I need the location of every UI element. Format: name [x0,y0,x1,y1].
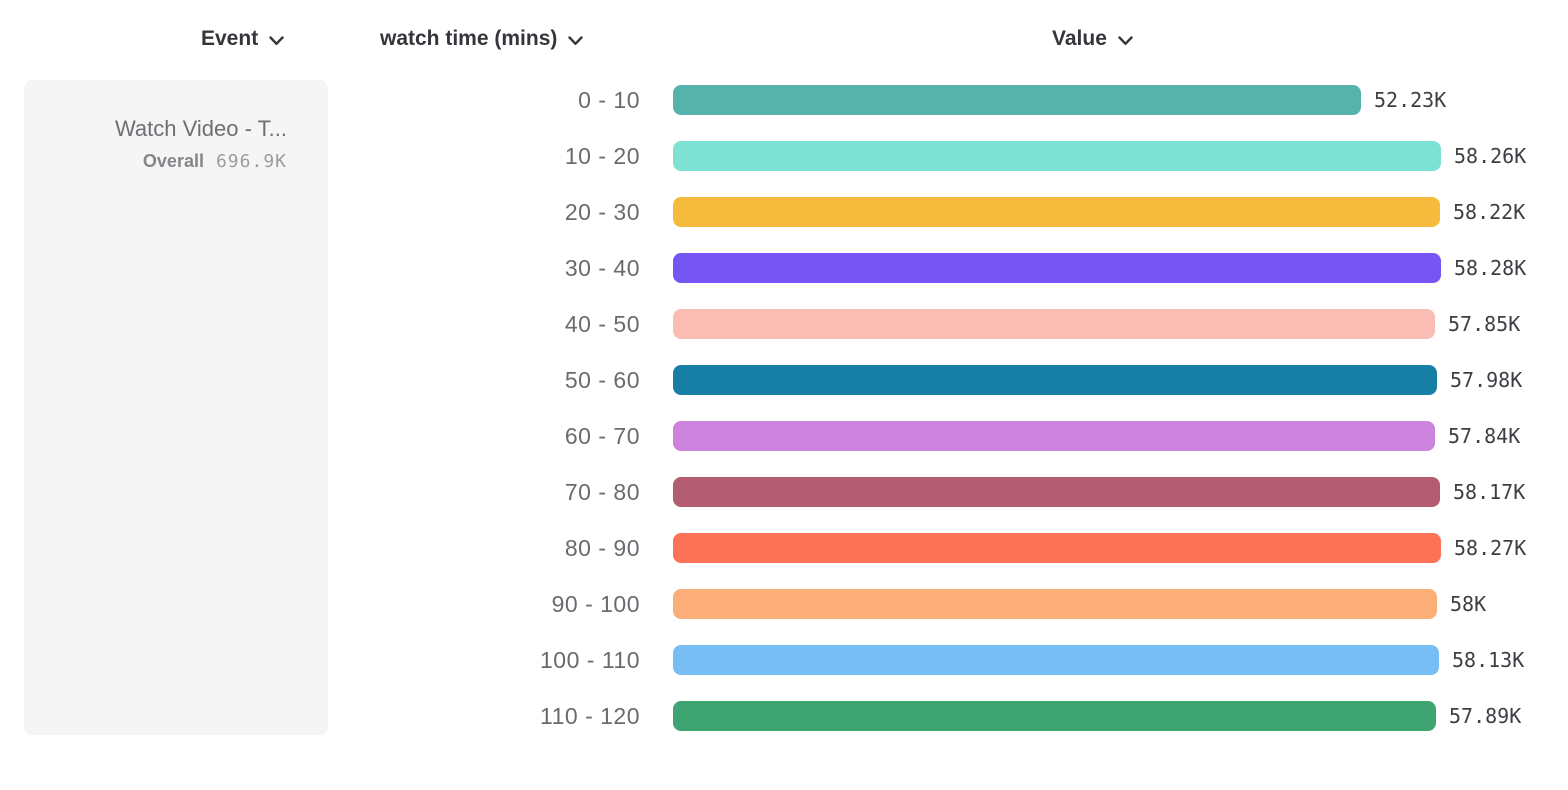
bar-value-label: 58K [1450,592,1487,616]
bar-value-label: 52.23K [1374,88,1447,112]
bar[interactable] [673,589,1437,619]
value-column-dropdown[interactable]: Value [1052,27,1133,51]
watch-time-column-label: watch time (mins) [380,27,558,50]
bucket-label: 100 - 110 [540,646,640,673]
bar-value-label: 57.98K [1450,368,1523,392]
bar-value-label: 57.85K [1448,312,1521,336]
chart-row: 0 - 10 52.23K [0,72,1568,128]
bar-value-label: 57.89K [1449,704,1522,728]
overall-label: Overall [142,151,204,171]
bar[interactable] [673,309,1435,339]
value-column-label: Value [1052,27,1107,50]
chart-row: 20 - 30 58.22K [0,184,1568,240]
chevron-down-icon [568,35,584,45]
bar-value-label: 58.28K [1454,256,1527,280]
bar[interactable] [673,477,1440,507]
bar[interactable] [673,85,1361,115]
overall-value: 696.9K [215,151,287,172]
bucket-label: 30 - 40 [564,254,640,281]
bar[interactable] [673,645,1439,675]
chart-row: 30 - 40 58.28K [0,240,1568,296]
bucket-label: 60 - 70 [564,422,640,449]
bar[interactable] [673,701,1436,731]
event-column-label: Event [201,27,259,50]
bucket-label: 70 - 80 [564,478,640,505]
chart-row: 90 - 100 58K [0,576,1568,632]
chart-rows: 0 - 10 52.23K 10 - 20 58.26K 20 - 30 58.… [0,72,1568,744]
bucket-label: 40 - 50 [564,310,640,337]
bar-value-label: 58.26K [1454,144,1527,168]
bar-value-label: 58.22K [1453,200,1526,224]
event-card[interactable]: Watch Video - T... Overall 696.9K [24,80,328,735]
chart-row: 10 - 20 58.26K [0,128,1568,184]
watch-time-column-dropdown[interactable]: watch time (mins) [380,27,584,51]
bucket-label: 90 - 100 [551,590,640,617]
bucket-label: 110 - 120 [540,702,640,729]
chevron-down-icon [269,35,284,45]
bar[interactable] [673,365,1437,395]
bar-value-label: 58.13K [1452,648,1525,672]
chart-row: 110 - 120 57.89K [0,688,1568,744]
bucket-label: 20 - 30 [564,198,640,225]
bar-value-label: 58.27K [1454,536,1527,560]
chevron-down-icon [1118,35,1133,45]
bucket-label: 10 - 20 [564,142,640,169]
bar[interactable] [673,533,1441,563]
chart-row: 50 - 60 57.98K [0,352,1568,408]
chart-row: 60 - 70 57.84K [0,408,1568,464]
bucket-label: 0 - 10 [578,86,640,113]
event-column-dropdown[interactable]: Event [201,27,284,51]
bar[interactable] [673,197,1440,227]
chart-row: 40 - 50 57.85K [0,296,1568,352]
bar[interactable] [673,421,1435,451]
bucket-label: 50 - 60 [564,366,640,393]
chart-row: 70 - 80 58.17K [0,464,1568,520]
bar-value-label: 57.84K [1448,424,1521,448]
bar[interactable] [673,141,1441,171]
overall-line: Overall 696.9K [24,151,287,172]
bar[interactable] [673,253,1441,283]
chart-row: 80 - 90 58.27K [0,520,1568,576]
bucket-label: 80 - 90 [564,534,640,561]
chart-row: 100 - 110 58.13K [0,632,1568,688]
event-title: Watch Video - T... [114,116,287,141]
bar-value-label: 58.17K [1453,480,1526,504]
